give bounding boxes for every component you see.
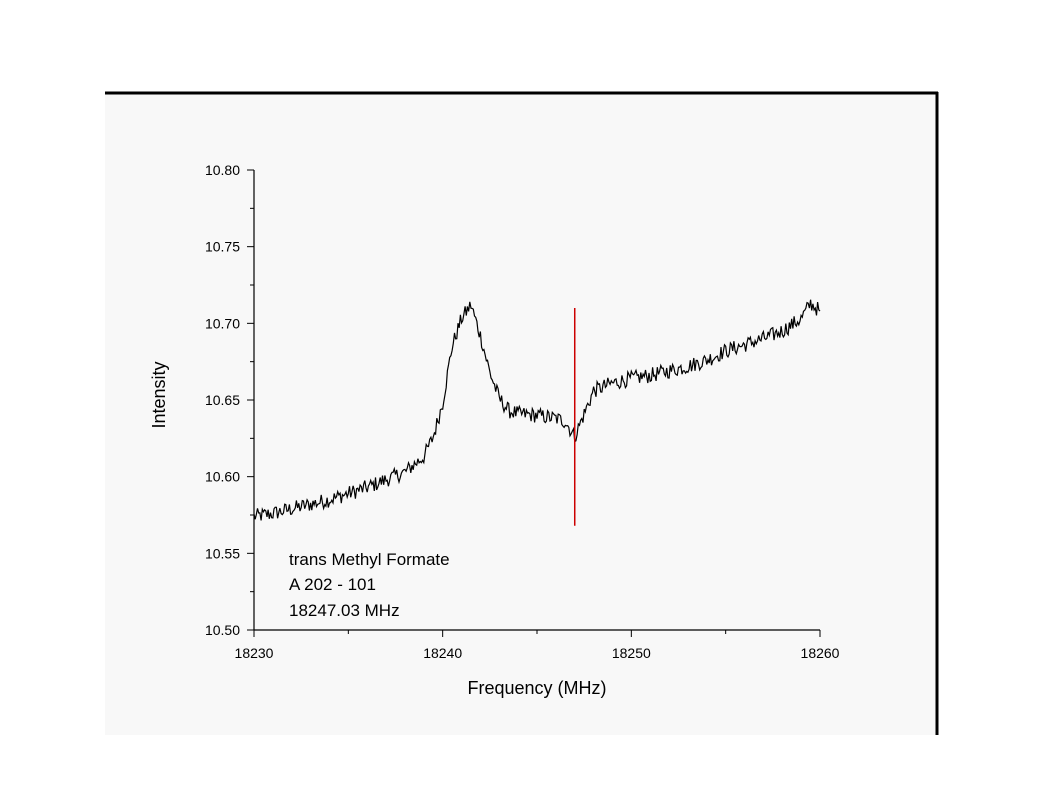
annotation-molecule: trans Methyl Formate [289, 550, 450, 569]
tick-labels: 18230 18240 18250 18260 10.50 10.55 10.60 10.65… [205, 162, 840, 661]
annotation-transition: A 202 - 101 [289, 575, 376, 594]
x-axis-title: Frequency (MHz) [467, 678, 606, 698]
y-axis-title: Intensity [149, 361, 169, 428]
axis-ticks [247, 169, 821, 637]
y-tick-label: 10.60 [205, 469, 240, 485]
y-tick-label: 10.65 [205, 392, 240, 408]
x-tick-label: 18230 [235, 645, 274, 661]
y-tick-label: 10.80 [205, 162, 240, 178]
y-tick-label: 10.75 [205, 239, 240, 255]
x-tick-label: 18240 [423, 645, 462, 661]
x-tick-label: 18260 [801, 645, 840, 661]
spectrum-trace [253, 299, 821, 521]
annotation-frequency: 18247.03 MHz [289, 601, 400, 620]
y-tick-label: 10.70 [205, 315, 240, 331]
x-tick-label: 18250 [612, 645, 651, 661]
y-tick-label: 10.50 [205, 622, 240, 638]
y-tick-label: 10.55 [205, 545, 240, 561]
